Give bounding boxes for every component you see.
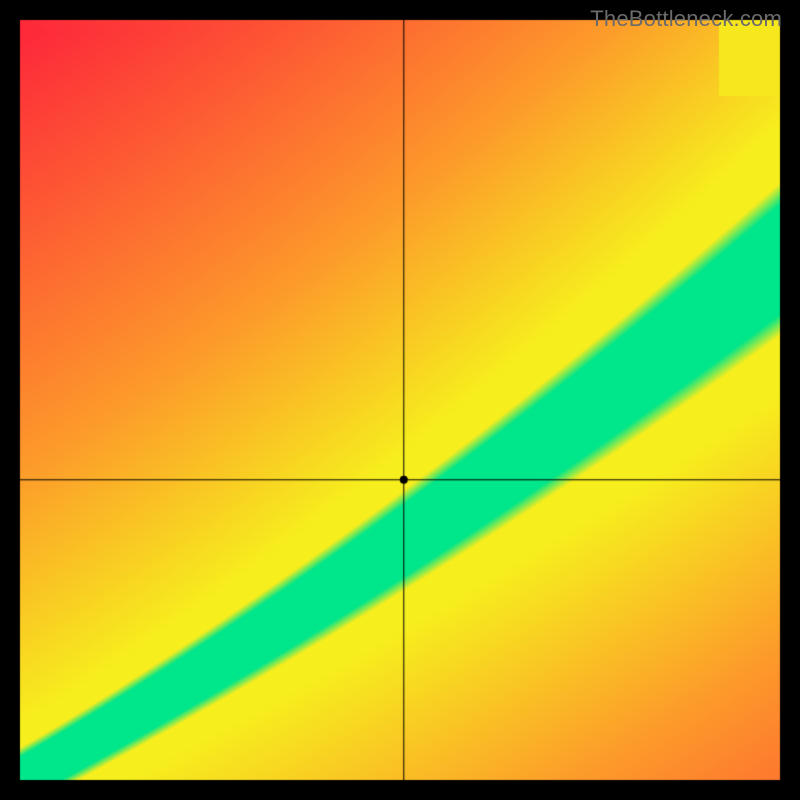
bottleneck-heatmap	[0, 0, 800, 800]
watermark-label: TheBottleneck.com	[590, 6, 782, 32]
